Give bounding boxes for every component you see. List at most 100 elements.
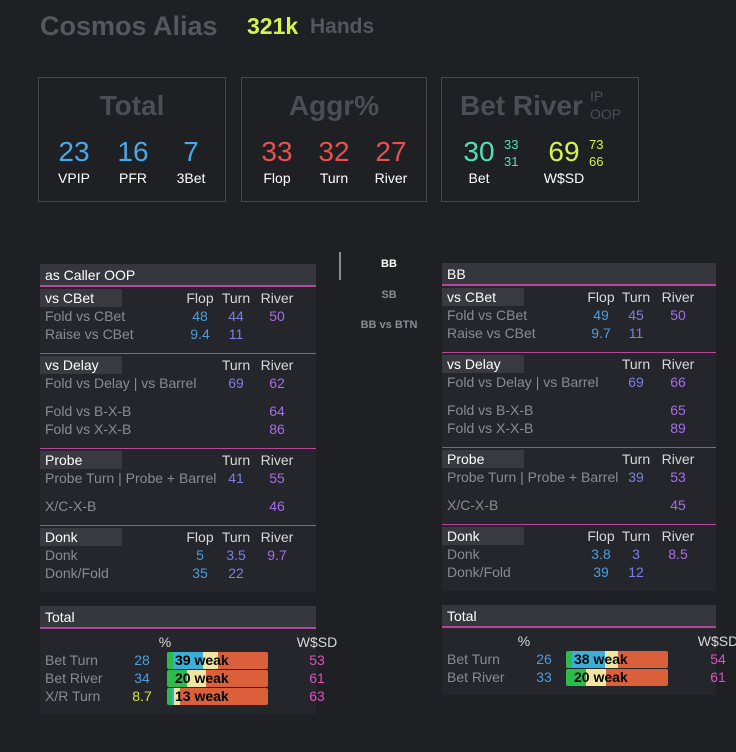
column-header-turn: Turn xyxy=(621,451,651,467)
bar-segment xyxy=(173,652,204,669)
stat-row: Fold vs CBet 48 44 50 xyxy=(40,307,316,325)
hands-label: Hands xyxy=(310,15,375,38)
strength-bar[interactable]: 20 weak xyxy=(566,669,668,686)
value-flop[interactable]: 48 xyxy=(192,308,208,324)
stat-aggr-river: 27 River xyxy=(374,136,408,186)
value-flop[interactable]: 5 xyxy=(196,547,204,563)
value-river[interactable]: 50 xyxy=(670,307,686,323)
box-title: Aggr% xyxy=(288,90,380,121)
section-header: Donk Flop Turn River xyxy=(40,528,316,546)
strength-bar[interactable]: 13 weak xyxy=(167,688,268,705)
nav-active-indicator xyxy=(339,252,341,280)
oop-label: OOP xyxy=(590,106,622,122)
value-turn[interactable]: 11 xyxy=(228,326,244,342)
wsd-value[interactable]: 61 xyxy=(710,669,726,685)
total-row: X/R Turn 8.7 13 weak 63 xyxy=(40,687,325,705)
value-flop[interactable]: 3.8 xyxy=(591,546,611,562)
bar-segment xyxy=(572,651,605,668)
total-row: Bet Turn 26 38 weak 54 xyxy=(442,650,726,668)
value-river[interactable]: 8.5 xyxy=(668,546,688,562)
row-label: Fold vs B-X-B xyxy=(45,403,132,419)
nav-item-bb-vs-btn[interactable]: BB vs BTN xyxy=(360,319,418,331)
value-river[interactable]: 86 xyxy=(269,421,285,437)
row-label: Fold vs CBet xyxy=(45,308,126,324)
row-label: Bet River xyxy=(45,670,103,686)
row-label: Fold vs X-X-B xyxy=(447,420,534,436)
value-turn[interactable]: 45 xyxy=(628,307,644,323)
value-river[interactable]: 45 xyxy=(670,497,686,513)
strength-bar[interactable]: 38 weak xyxy=(566,651,668,668)
stat-row: Fold vs B-X-B 65 xyxy=(442,401,716,419)
strength-bar[interactable]: 20 weak xyxy=(167,670,268,687)
wsd-header: W$SD xyxy=(296,634,338,650)
nav-item-bb[interactable]: BB xyxy=(381,258,397,270)
wsd-value[interactable]: 53 xyxy=(309,652,325,668)
row-label: Bet Turn xyxy=(447,651,500,667)
stat-row: Raise vs CBet 9.7 11 xyxy=(442,324,716,342)
hands-count: 321k xyxy=(247,13,299,39)
nav-item-sb[interactable]: SB xyxy=(381,289,397,301)
panel-title: as Caller OOP xyxy=(40,264,316,287)
value-turn[interactable]: 3.5 xyxy=(226,547,246,563)
value-turn[interactable]: 39 xyxy=(628,469,644,485)
total-title: Total xyxy=(40,606,316,629)
value-flop[interactable]: 49 xyxy=(593,307,609,323)
stat-wsd: 69 W$SD xyxy=(543,136,585,186)
value-river[interactable]: 64 xyxy=(269,403,285,419)
total-row: Bet Turn 28 39 weak 53 xyxy=(40,651,325,669)
row-label: Donk xyxy=(45,547,78,563)
value-flop[interactable]: 39 xyxy=(593,564,609,580)
pct-value[interactable]: 33 xyxy=(536,669,552,685)
pct-header: % xyxy=(517,633,531,649)
value-river[interactable]: 46 xyxy=(269,498,285,514)
value-turn[interactable]: 3 xyxy=(632,546,640,562)
value-river[interactable]: 9.7 xyxy=(267,547,287,563)
column-header-flop: Flop xyxy=(587,289,615,305)
column-header-river: River xyxy=(661,451,695,467)
wsd-value[interactable]: 61 xyxy=(309,670,325,686)
value-flop[interactable]: 35 xyxy=(192,565,208,581)
panel-title: BB xyxy=(442,263,716,286)
value-turn[interactable]: 11 xyxy=(628,325,644,341)
value-turn[interactable]: 69 xyxy=(228,375,244,391)
bet-oop: 31 xyxy=(504,154,519,169)
value-turn[interactable]: 22 xyxy=(228,565,244,581)
bar-label: 13 weak xyxy=(175,688,229,704)
row-label: X/C-X-B xyxy=(45,498,97,514)
stat-vpip: 23 VPIP xyxy=(58,136,90,186)
value-turn[interactable]: 44 xyxy=(228,308,244,324)
value-turn[interactable]: 41 xyxy=(228,470,244,486)
aggr-stat-box: Aggr% 33 Flop 32 Turn 27 River xyxy=(241,77,427,202)
value-river[interactable]: 50 xyxy=(269,308,285,324)
value-river[interactable]: 89 xyxy=(670,420,686,436)
bet-ip: 33 xyxy=(504,137,519,152)
value-river[interactable]: 66 xyxy=(670,374,686,390)
value-river[interactable]: 55 xyxy=(269,470,285,486)
pct-value[interactable]: 8.7 xyxy=(132,688,152,704)
section-donk: Donk Flop Turn River Donk 5 3.5 9.7 Donk/Fold 35 2… xyxy=(40,528,316,592)
stat-row: Fold vs B-X-B 64 xyxy=(40,402,316,420)
section-vs-delay: vs Delay Turn River Fold vs Delay | vs Barr… xyxy=(442,355,716,448)
row-label: Fold vs Delay | vs Barrel xyxy=(447,374,599,390)
value-turn[interactable]: 69 xyxy=(628,374,644,390)
section-header: vs Delay Turn River xyxy=(40,356,316,374)
value-river[interactable]: 65 xyxy=(670,402,686,418)
section-title: vs Delay xyxy=(442,355,524,373)
wsd-header: W$SD xyxy=(697,633,736,649)
column-header-turn: Turn xyxy=(621,528,651,544)
wsd-value[interactable]: 54 xyxy=(710,651,726,667)
bar-segment xyxy=(203,652,219,669)
total-stat-box: Total 23 VPIP 16 PFR 7 3Bet xyxy=(38,77,226,202)
value-flop[interactable]: 9.7 xyxy=(591,325,611,341)
value-river[interactable]: 53 xyxy=(670,469,686,485)
pct-value[interactable]: 26 xyxy=(536,651,552,667)
pct-value[interactable]: 34 xyxy=(134,670,150,686)
row-label: Donk/Fold xyxy=(45,565,109,581)
value-flop[interactable]: 9.4 xyxy=(190,326,210,342)
strength-bar[interactable]: 39 weak xyxy=(167,652,268,669)
wsd-value[interactable]: 63 xyxy=(309,688,325,704)
value-river[interactable]: 62 xyxy=(269,375,285,391)
value-turn[interactable]: 12 xyxy=(628,564,644,580)
pct-value[interactable]: 28 xyxy=(134,652,150,668)
row-label: Fold vs B-X-B xyxy=(447,402,534,418)
